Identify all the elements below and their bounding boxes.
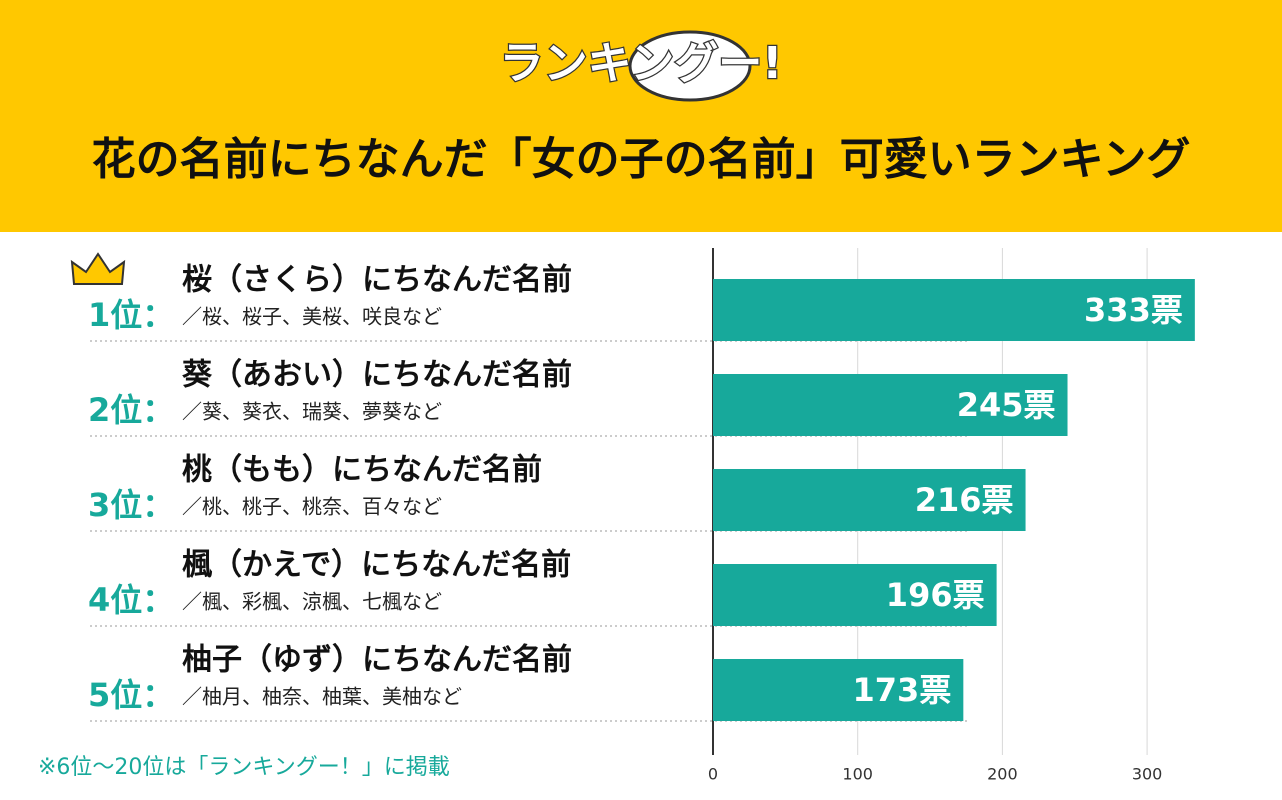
category-description: ／桜、桜子、美桜、咲良など	[182, 305, 442, 329]
category-description: ／柚月、柚奈、柚葉、美柚など	[182, 685, 462, 709]
rank-label: 3位：	[88, 486, 174, 524]
bar	[713, 469, 1026, 531]
header-band	[0, 0, 1282, 232]
category-description: ／楓、彩楓、涼楓、七楓など	[182, 590, 442, 614]
crown-icon	[70, 252, 126, 285]
category-description: ／葵、葵衣、瑞葵、夢葵など	[182, 400, 442, 424]
bar	[713, 374, 1068, 436]
bar	[713, 564, 997, 626]
category-label: 柚子（ゆず）にちなんだ名前	[182, 643, 572, 678]
x-tick-label: 200	[987, 765, 1018, 784]
category-label: 桃（もも）にちなんだ名前	[182, 453, 542, 488]
value-label: 196票	[886, 576, 985, 614]
rank-label: 2位：	[88, 391, 174, 429]
logo: ランキングー!	[500, 38, 783, 89]
footnote: ※6位〜20位は「ランキングー！」に掲載	[38, 755, 450, 780]
rank-label: 1位：	[88, 296, 174, 334]
x-tick-label: 300	[1132, 765, 1163, 784]
bar	[713, 659, 964, 721]
logo-bubble	[628, 30, 752, 102]
bar	[713, 279, 1195, 341]
chart-title: 花の名前にちなんだ「女の子の名前」可愛いランキング	[92, 134, 1191, 185]
rank-label: 5位：	[88, 676, 174, 714]
rank-label: 4位：	[88, 581, 174, 619]
category-description: ／桃、桃子、桃奈、百々など	[182, 495, 442, 519]
x-tick-label: 0	[708, 765, 718, 784]
category-label: 桜（さくら）にちなんだ名前	[182, 263, 572, 298]
value-label: 333票	[1084, 291, 1183, 329]
value-label: 173票	[853, 671, 952, 709]
x-tick-label: 100	[842, 765, 873, 784]
category-label: 楓（かえで）にちなんだ名前	[182, 548, 571, 583]
category-label: 葵（あおい）にちなんだ名前	[182, 358, 572, 393]
value-label: 216票	[915, 481, 1014, 519]
value-label: 245票	[957, 386, 1056, 424]
